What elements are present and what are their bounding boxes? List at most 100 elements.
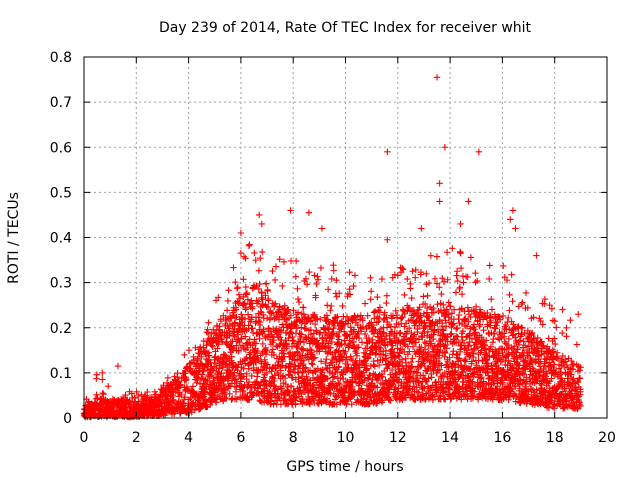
data-point <box>396 350 403 357</box>
data-point <box>202 386 210 393</box>
data-point <box>271 377 278 385</box>
data-point <box>518 324 525 331</box>
data-point <box>251 336 258 343</box>
data-point <box>533 386 540 393</box>
data-point <box>524 327 532 334</box>
data-point <box>360 377 368 384</box>
data-point <box>352 348 359 355</box>
data-point <box>492 325 499 332</box>
data-point <box>294 285 301 292</box>
data-point <box>427 340 435 347</box>
data-point <box>469 378 476 385</box>
data-point <box>546 301 553 309</box>
data-point <box>226 330 234 337</box>
data-point <box>313 388 320 395</box>
data-point <box>294 344 301 351</box>
data-point <box>454 351 461 359</box>
data-point <box>249 392 256 399</box>
data-point <box>289 353 297 360</box>
data-point <box>446 354 453 361</box>
data-point <box>369 336 376 343</box>
data-point <box>516 362 523 369</box>
data-point <box>479 316 487 323</box>
data-point <box>441 395 448 402</box>
data-point <box>369 327 376 335</box>
data-point <box>244 311 252 318</box>
data-point <box>484 309 491 317</box>
data-point <box>528 330 535 338</box>
data-point <box>384 148 391 155</box>
data-point <box>553 324 560 331</box>
data-point <box>459 272 467 280</box>
data-point <box>503 276 511 284</box>
data-point <box>292 273 300 280</box>
data-point <box>455 338 462 346</box>
data-point <box>468 358 476 365</box>
data-point <box>169 399 176 406</box>
data-point <box>264 303 272 311</box>
data-point <box>396 369 404 376</box>
data-point <box>232 278 239 286</box>
data-point <box>301 388 309 396</box>
data-point <box>450 347 457 355</box>
data-point <box>357 373 364 381</box>
data-point <box>457 250 464 257</box>
data-point <box>446 303 454 310</box>
data-point <box>252 340 260 347</box>
data-point <box>324 375 331 383</box>
x-tick-label: 4 <box>184 430 193 446</box>
data-point <box>290 307 297 314</box>
data-point <box>303 281 311 288</box>
data-point <box>282 395 290 403</box>
data-point <box>236 295 244 302</box>
data-point <box>226 390 233 398</box>
data-point <box>161 408 168 415</box>
data-point <box>374 334 382 341</box>
data-point <box>573 341 581 348</box>
data-point <box>93 391 100 399</box>
data-point <box>287 361 295 368</box>
data-point <box>181 351 188 359</box>
data-point <box>276 395 283 402</box>
data-point <box>256 280 263 288</box>
data-point <box>439 274 446 282</box>
data-point <box>467 346 475 353</box>
y-tick-label: 0.7 <box>50 95 72 111</box>
data-point <box>388 382 395 389</box>
data-point <box>575 311 582 318</box>
data-point <box>443 345 450 352</box>
data-point <box>259 311 267 318</box>
data-point <box>453 325 460 333</box>
data-point <box>322 360 329 367</box>
y-tick-label: 0.5 <box>50 185 72 201</box>
data-point <box>475 148 483 155</box>
data-point <box>450 393 457 400</box>
data-point <box>568 371 575 378</box>
data-point <box>421 319 428 326</box>
data-point <box>401 308 408 315</box>
data-point <box>484 363 492 370</box>
data-point <box>279 282 286 290</box>
data-point <box>300 304 307 311</box>
data-point <box>317 264 325 272</box>
data-point <box>384 364 391 372</box>
data-point <box>249 329 257 337</box>
data-point <box>374 357 381 364</box>
data-point <box>368 380 375 387</box>
data-point <box>328 338 336 346</box>
data-point <box>553 354 560 362</box>
data-point <box>514 360 522 368</box>
data-point <box>314 276 322 283</box>
data-point <box>277 367 284 374</box>
data-point <box>443 249 451 256</box>
data-point <box>476 306 484 313</box>
data-point <box>436 180 443 187</box>
data-point <box>223 394 230 402</box>
data-point <box>414 328 421 336</box>
data-point <box>538 338 545 346</box>
data-point <box>399 313 406 321</box>
data-point <box>445 299 452 306</box>
data-point <box>271 276 279 284</box>
data-point <box>343 313 351 320</box>
data-point <box>519 299 526 306</box>
